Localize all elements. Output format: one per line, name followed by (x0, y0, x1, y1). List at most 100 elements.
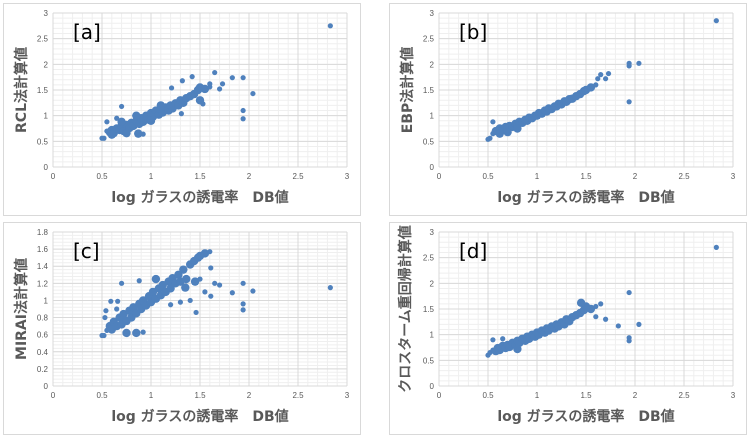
data-point (586, 83, 596, 92)
panel-label: [c] (73, 239, 100, 263)
y-tick-label: 1 (44, 296, 49, 305)
data-point (327, 285, 333, 291)
x-tick-label: 0 (51, 172, 56, 181)
data-point (187, 297, 193, 304)
data-point (219, 81, 226, 87)
y-tick-label: 0.8 (37, 314, 49, 323)
x-tick-label: 0 (437, 391, 442, 400)
data-point (177, 299, 183, 305)
y-tick-label: 1.6 (37, 245, 49, 254)
y-tick-label: 0.4 (37, 348, 49, 357)
x-tick-label: 1 (535, 391, 540, 400)
data-point (593, 303, 599, 310)
scatter-plot: 0 0.5 1 1.5 2 2.5 3 0 0.5 1 1.5 2 2.5 3 log ガラスの誘電率 DB… (399, 9, 736, 206)
y-tick-label: 2 (430, 60, 435, 69)
y-tick-label: 3 (430, 228, 435, 237)
data-point (713, 18, 719, 24)
data-point (122, 328, 131, 338)
y-tick-label: 2.5 (423, 254, 435, 263)
data-point (119, 280, 125, 286)
data-point (114, 306, 120, 312)
x-tick-label: 1 (149, 391, 154, 400)
y-tick-label: 2 (430, 279, 435, 288)
data-point (101, 332, 107, 339)
data-point (207, 81, 213, 87)
y-tick-label: 2.5 (37, 35, 49, 44)
data-point (181, 283, 190, 292)
x-tick-label: 2 (247, 391, 252, 400)
data-point (240, 116, 246, 122)
y-tick-label: 0.5 (423, 356, 435, 365)
y-tick-label: 1.8 (37, 228, 49, 237)
x-tick-label: 3 (345, 172, 350, 181)
chart-panel-a: 0 0.5 1 1.5 2 2.5 3 0 0.5 1 1.5 2 2.5 3 log ガラスの誘電率 DB… (3, 3, 361, 216)
data-point (190, 277, 200, 286)
y-tick-label: 0.5 (37, 137, 49, 146)
data-point (615, 323, 621, 329)
panel-label: [d] (459, 239, 487, 263)
data-point (178, 111, 184, 117)
data-point (195, 96, 205, 105)
x-tick-label: 1 (149, 172, 154, 181)
x-tick-label: 2.5 (292, 391, 304, 400)
data-point (146, 116, 156, 126)
y-tick-label: 2.5 (423, 35, 435, 44)
data-point (168, 302, 174, 308)
y-tick-label: 0 (44, 163, 49, 172)
data-point (586, 304, 596, 314)
x-tick-label: 1.5 (580, 172, 592, 181)
data-point (598, 72, 604, 78)
y-tick-label: 1.5 (423, 86, 435, 95)
data-point (327, 23, 333, 29)
y-tick-label: 1.5 (423, 305, 435, 314)
y-tick-label: 1.2 (37, 279, 49, 288)
y-axis-title: MIRAI法計算値 (13, 258, 30, 360)
data-point (115, 298, 121, 304)
data-point (603, 316, 609, 322)
data-point (595, 76, 601, 82)
data-point (200, 84, 210, 94)
data-point (240, 307, 246, 313)
x-tick-label: 1.5 (194, 172, 206, 181)
data-point (503, 127, 512, 137)
y-axis-title: RCL法計算値 (13, 47, 30, 133)
x-tick-label: 3 (731, 391, 736, 400)
data-point (576, 298, 586, 308)
x-axis-title: log ガラスの誘電率 DB値 (497, 189, 674, 206)
data-point (636, 321, 642, 327)
data-point (713, 244, 719, 250)
data-point (103, 308, 109, 314)
data-point (101, 135, 107, 141)
y-tick-label: 0.2 (37, 365, 49, 374)
data-point (626, 338, 632, 344)
data-point (636, 60, 642, 66)
scatter-plot: 0 0.5 1 1.5 2 2.5 3 0 0.5 1 1.5 2 2.5 3 log ガラスの誘電率 DB… (397, 225, 736, 425)
x-tick-label: 1 (535, 172, 540, 181)
y-tick-label: 1.4 (37, 262, 49, 271)
data-point (197, 276, 203, 282)
data-point (240, 301, 246, 307)
data-point (593, 82, 599, 88)
data-point (487, 135, 493, 141)
x-tick-label: 0.5 (482, 391, 494, 400)
y-tick-label: 1 (430, 112, 435, 121)
data-point (136, 278, 142, 284)
data-point (193, 309, 199, 316)
x-tick-label: 2 (247, 172, 252, 181)
data-point (119, 103, 125, 110)
data-point (104, 119, 110, 125)
data-point (108, 298, 114, 304)
x-tick-label: 2 (633, 391, 638, 400)
x-axis-title: log ガラスの誘電率 DB値 (111, 408, 288, 425)
data-point (212, 280, 218, 286)
data-point (114, 115, 120, 121)
data-point (102, 314, 108, 321)
data-point (513, 344, 522, 354)
x-tick-label: 0.5 (96, 391, 108, 400)
data-point (593, 314, 599, 320)
data-point (626, 99, 632, 105)
data-point (217, 282, 223, 288)
data-point (168, 85, 175, 91)
x-tick-label: 2.5 (678, 391, 690, 400)
data-point (122, 128, 131, 138)
